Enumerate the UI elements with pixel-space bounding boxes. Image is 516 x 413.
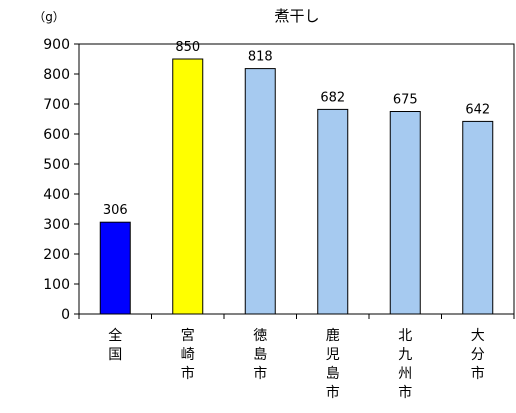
bar-5 bbox=[462, 120, 494, 315]
y-axis-tick-label: 100 bbox=[43, 277, 70, 293]
data-label: 675 bbox=[393, 93, 418, 108]
y-axis-tick-label: 400 bbox=[43, 187, 70, 203]
data-label: 818 bbox=[248, 50, 273, 65]
y-axis-unit-label: （g） bbox=[33, 10, 65, 24]
data-label: 682 bbox=[320, 90, 345, 105]
chart-title: 煮干し bbox=[274, 7, 319, 25]
bar-2 bbox=[244, 68, 276, 315]
y-axis-tick-label: 300 bbox=[43, 217, 70, 233]
y-axis-tick-label: 900 bbox=[43, 37, 70, 53]
data-label: 642 bbox=[465, 102, 490, 117]
plot-border bbox=[78, 43, 515, 315]
data-label: 850 bbox=[175, 40, 200, 55]
y-axis-tick-label: 200 bbox=[43, 247, 70, 263]
data-label: 306 bbox=[103, 203, 128, 218]
bar-4 bbox=[389, 111, 421, 315]
x-axis-category-label: 宮崎市 bbox=[181, 328, 195, 382]
y-axis-tick-label: 0 bbox=[61, 307, 70, 323]
y-axis-tick-label: 800 bbox=[43, 67, 70, 83]
y-axis-tick-label: 500 bbox=[43, 157, 70, 173]
plot-area: 0 100 200 300 400 500 600 700 800 900 306 全国 850 宮崎市 8… bbox=[43, 37, 515, 401]
x-axis-category-label: 鹿児島市 bbox=[326, 327, 340, 401]
y-axis-tick-label: 700 bbox=[43, 97, 70, 113]
bar-3 bbox=[317, 108, 349, 315]
y-axis-tick-label: 600 bbox=[43, 127, 70, 143]
x-axis-category-label: 全国 bbox=[108, 327, 122, 363]
bar-0 bbox=[99, 221, 131, 315]
bar-1 bbox=[172, 58, 204, 315]
x-axis-category-label: 徳島市 bbox=[253, 328, 267, 382]
x-axis-category-label: 大分市 bbox=[471, 328, 485, 382]
x-axis-category-label: 北九州市 bbox=[398, 328, 412, 401]
